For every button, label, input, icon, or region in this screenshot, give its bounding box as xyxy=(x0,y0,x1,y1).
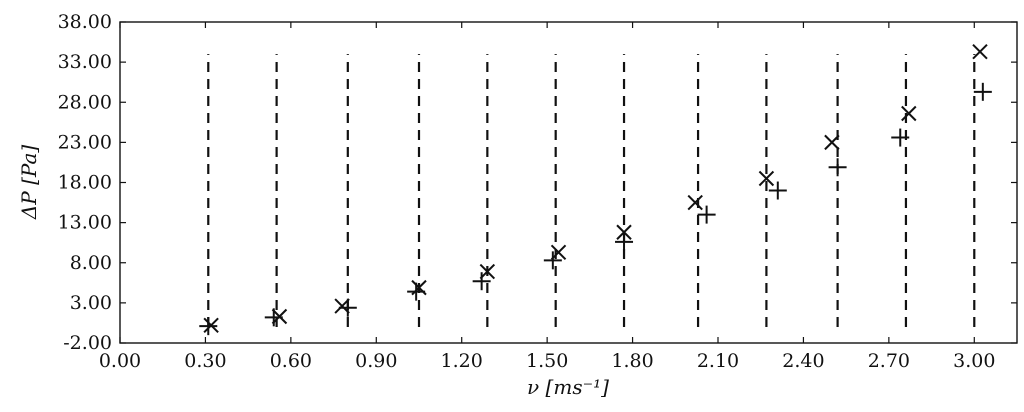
x-tick-label: 3.00 xyxy=(953,350,995,372)
x-tick-label: 1.50 xyxy=(526,350,568,372)
x-tick-label: 0.30 xyxy=(184,350,226,372)
x-marker-stroke xyxy=(550,244,567,261)
x-tick-label: 0.60 xyxy=(270,350,312,372)
x-marker xyxy=(972,43,988,60)
y-tick-label: 8.00 xyxy=(70,252,112,274)
plus-marker xyxy=(828,158,847,177)
plus-marker xyxy=(407,282,426,301)
x-marker-stroke xyxy=(616,224,632,240)
x-tick-label: 1.20 xyxy=(441,350,483,372)
x-marker xyxy=(824,134,840,151)
y-tick-label: 23.00 xyxy=(58,131,112,153)
plus-marker xyxy=(891,128,910,147)
plus-marker xyxy=(338,298,357,317)
y-tick-label: 33.00 xyxy=(58,51,112,73)
plus-marker xyxy=(264,308,283,327)
x-tick-label: 2.70 xyxy=(868,350,910,372)
y-tick-label: 38.00 xyxy=(58,11,112,33)
y-tick-label: -2.00 xyxy=(63,332,112,354)
y-tick-label: 18.00 xyxy=(58,172,112,194)
x-marker xyxy=(550,244,567,261)
axis-ticks xyxy=(119,21,1017,344)
x-tick-label: 2.40 xyxy=(782,350,824,372)
y-tick-label: 28.00 xyxy=(58,91,112,113)
y-axis-label: ΔP [Pa] xyxy=(17,145,41,221)
x-marker-stroke xyxy=(901,105,917,122)
x-marker xyxy=(334,298,350,314)
x-marker-stroke xyxy=(824,134,840,151)
plot-frame xyxy=(119,21,1018,344)
x-tick-labels: 0.00 0.30 0.60 0.90 1.20 1.50 1.80 2.10 2.40 2.70… xyxy=(99,350,996,372)
x-marker xyxy=(758,170,775,187)
data-markers xyxy=(199,43,992,336)
x-marker xyxy=(687,194,703,211)
plus-marker xyxy=(199,317,218,336)
plus-marker xyxy=(697,205,716,224)
plus-marker xyxy=(768,181,787,200)
x-tick-label: 0.00 xyxy=(99,350,141,372)
x-marker xyxy=(479,263,496,280)
x-marker-stroke xyxy=(334,298,350,314)
y-tick-label: 3.00 xyxy=(70,292,112,314)
y-tick-labels: -2.00 3.00 8.00 13.00 18.00 23.00 28.00 33.00 38… xyxy=(58,11,112,354)
y-tick-label: 13.00 xyxy=(58,212,112,234)
plus-marker xyxy=(472,272,491,291)
x-tick-label: 0.90 xyxy=(355,350,397,372)
plus-marker xyxy=(615,232,634,251)
x-marker xyxy=(901,105,917,122)
x-tick-label: 1.80 xyxy=(611,350,653,372)
x-marker xyxy=(616,224,632,240)
x-axis-label: ν [ms⁻¹] xyxy=(527,375,609,399)
plus-marker xyxy=(973,82,992,101)
x-marker-stroke xyxy=(758,170,775,187)
x-marker-stroke xyxy=(972,43,988,60)
x-marker-stroke xyxy=(687,194,703,211)
x-marker-stroke xyxy=(479,263,496,280)
reference-lines xyxy=(207,54,976,327)
x-tick-label: 2.10 xyxy=(697,350,739,372)
plus-marker xyxy=(543,251,562,270)
